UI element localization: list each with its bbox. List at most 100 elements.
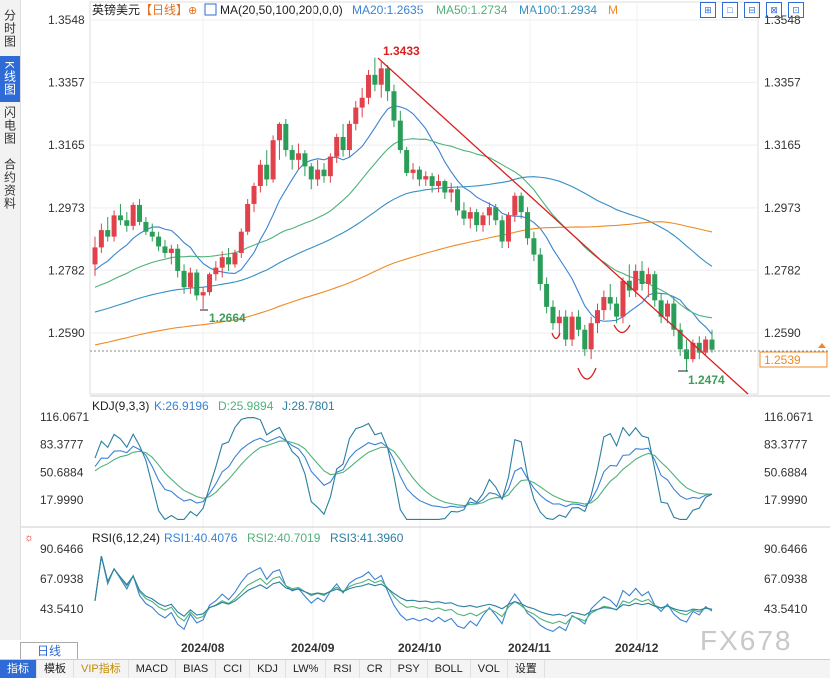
toolbar-icon-2[interactable]: ⊟ <box>744 2 760 18</box>
bottom-tab-2[interactable]: VIP指标 <box>74 660 129 678</box>
candle-body <box>219 257 225 268</box>
kdj-k: K:26.9196 <box>154 399 209 413</box>
price-tick-right: 1.3548 <box>764 13 801 27</box>
period-tab[interactable]: 日线 <box>20 642 78 660</box>
candle-body <box>175 248 181 271</box>
candle-body <box>544 283 550 307</box>
low-label-1: 1.2664 <box>209 311 246 325</box>
toolbar-icons: ⊞ □ ⊟ ⊠ ⊡ <box>700 2 804 18</box>
candle-body <box>315 169 321 180</box>
rsi-tick-right: 43.5410 <box>764 602 808 616</box>
u-mark-3 <box>613 324 631 334</box>
price-tick-right: 1.3357 <box>764 75 801 89</box>
ma-line <box>94 221 713 346</box>
bottom-tab-8[interactable]: RSI <box>326 660 360 678</box>
left-tab-1[interactable]: K线图 <box>0 56 20 102</box>
toolbar-icon-4[interactable]: ⊡ <box>788 2 804 18</box>
ma50-value: MA50:1.2734 <box>436 3 508 17</box>
bottom-tab-1[interactable]: 模板 <box>37 660 74 678</box>
candle-body <box>563 316 569 340</box>
candle-body <box>372 74 378 85</box>
bottom-tab-5[interactable]: CCI <box>216 660 251 678</box>
toolbar-icon-0[interactable]: ⊞ <box>700 2 716 18</box>
rsi-grid: 90.6466 90.6466 67.0938 67.0938 43.5410 43.54… <box>40 542 808 616</box>
left-tab-0[interactable]: 分时图 <box>2 8 17 48</box>
ma-icon[interactable] <box>204 3 217 16</box>
rsi-tick-right: 67.0938 <box>764 572 808 586</box>
x-label: 2024/09 <box>291 641 335 655</box>
price-tick-left: 1.3548 <box>48 13 85 27</box>
candle-body <box>162 246 168 253</box>
candle-body <box>505 215 511 242</box>
price-tick-right: 1.2590 <box>764 326 801 340</box>
candle-body <box>200 292 206 296</box>
bottom-tab-7[interactable]: LW% <box>286 660 327 678</box>
left-tab-2[interactable]: 闪电图 <box>2 105 17 145</box>
candle-body <box>493 207 499 221</box>
bottom-tab-13[interactable]: 设置 <box>508 660 545 678</box>
candle-body <box>206 274 212 293</box>
candle-body <box>435 181 441 186</box>
bottom-tab-6[interactable]: KDJ <box>250 660 286 678</box>
candle-body <box>607 297 613 304</box>
candle-body <box>423 176 429 180</box>
kdj-lines <box>94 417 713 521</box>
toolbar-icon-3[interactable]: ⊠ <box>766 2 782 18</box>
bottom-tab-3[interactable]: MACD <box>129 660 177 678</box>
candle-body <box>264 164 270 180</box>
x-label: 2024/12 <box>615 641 659 655</box>
symbol-name: 英镑美元 <box>92 2 140 17</box>
candle-body <box>614 303 620 317</box>
bottom-tab-10[interactable]: PSY <box>391 660 428 678</box>
u-mark-2 <box>577 367 597 380</box>
low-label-2: 1.2474 <box>688 373 725 387</box>
rsi-gear-icon[interactable]: ☼ <box>24 532 34 544</box>
kdj-tick-left: 17.9990 <box>40 493 84 507</box>
candle-body <box>334 136 340 157</box>
candle-body <box>645 274 651 284</box>
price-tick-left: 1.2590 <box>48 326 85 340</box>
settings-icon[interactable]: ⊕ <box>188 5 197 17</box>
kdj-tick-right: 116.0671 <box>764 410 813 424</box>
bottom-tab-11[interactable]: BOLL <box>428 660 471 678</box>
candle-body <box>353 107 359 124</box>
price-tick-right: 1.2782 <box>764 263 801 277</box>
candle-body <box>455 189 461 211</box>
bottom-tab-0[interactable]: 指标 <box>0 660 37 678</box>
candle-body <box>327 156 333 177</box>
candle-body <box>588 323 594 350</box>
candle-body <box>620 280 626 317</box>
price-chart[interactable]: 英镑美元 【日线】 ⊕ MA(20,50,100,200,0,0) MA20:1… <box>0 0 830 660</box>
candle-body <box>111 215 117 237</box>
ma100-value: MA100:1.2934 <box>519 3 597 17</box>
candle-body <box>684 349 690 360</box>
left-tab-3[interactable]: 合约资料 <box>2 158 17 210</box>
candle-body <box>130 204 136 226</box>
candle-body <box>677 329 683 350</box>
candle-body <box>168 248 174 253</box>
period-label: 【日线】 <box>140 3 188 17</box>
candle-body <box>537 254 543 284</box>
candle-body <box>92 247 98 265</box>
toolbar-icon-1[interactable]: □ <box>722 2 738 18</box>
price-tick-right: 1.3165 <box>764 138 801 152</box>
rsi-line <box>94 556 713 617</box>
last-price: 1.2539 <box>764 353 801 367</box>
candle-body <box>156 236 162 247</box>
bottom-tab-12[interactable]: VOL <box>471 660 508 678</box>
candle-body <box>340 136 346 151</box>
candle-body <box>474 212 480 226</box>
x-label: 2024/11 <box>508 641 551 655</box>
bottom-tab-4[interactable]: BIAS <box>176 660 217 678</box>
candle-body <box>639 270 645 284</box>
kdj-tick-right: 17.9990 <box>764 493 808 507</box>
bottom-tab-9[interactable]: CR <box>360 660 391 678</box>
candle-body <box>257 164 263 186</box>
candle-body <box>226 257 232 265</box>
candle-body <box>359 97 365 108</box>
candle-body <box>187 272 193 288</box>
trend-line <box>377 57 749 395</box>
price-tick-right: 1.2973 <box>764 201 801 215</box>
candle-body <box>652 274 658 301</box>
candle-body <box>480 215 486 226</box>
